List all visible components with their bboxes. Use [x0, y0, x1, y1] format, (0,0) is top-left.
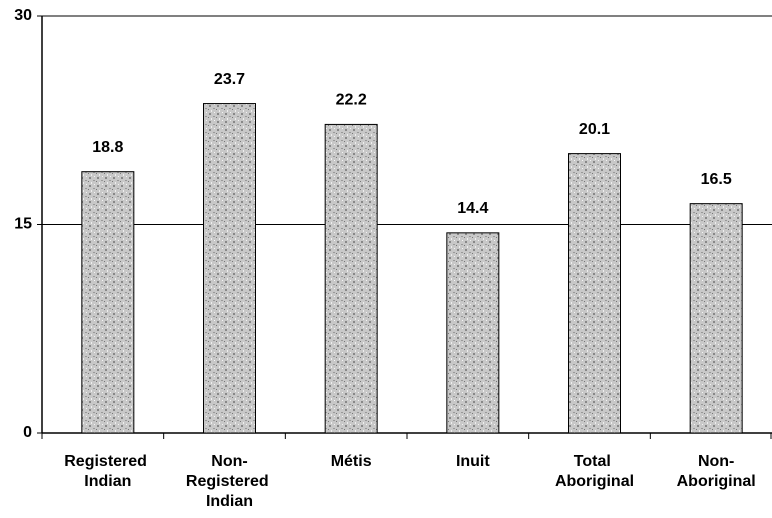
- value-label: 14.4: [457, 200, 488, 217]
- y-tick-label: 30: [14, 7, 32, 24]
- bar: [203, 103, 256, 434]
- x-tick-label: Métis: [331, 453, 372, 470]
- y-tick-label: 0: [23, 424, 32, 441]
- bar: [81, 171, 135, 434]
- y-tick-label: 15: [14, 216, 32, 233]
- value-label: 22.2: [336, 92, 367, 109]
- bar: [446, 232, 500, 434]
- x-tick-label: Non-Aboriginal: [677, 453, 756, 490]
- value-label: 16.5: [701, 171, 732, 188]
- value-label: 18.8: [92, 139, 123, 156]
- bar: [324, 123, 378, 434]
- bar: [689, 203, 743, 434]
- x-tick-label: Non-Registered Indian: [186, 453, 273, 510]
- x-tick-label: Inuit: [456, 453, 490, 470]
- bar: [568, 153, 621, 434]
- x-tick-label: Registered Indian: [64, 453, 151, 490]
- value-label: 23.7: [214, 71, 245, 88]
- value-label: 20.1: [579, 121, 610, 138]
- x-tick-label: Total Aboriginal: [555, 453, 634, 490]
